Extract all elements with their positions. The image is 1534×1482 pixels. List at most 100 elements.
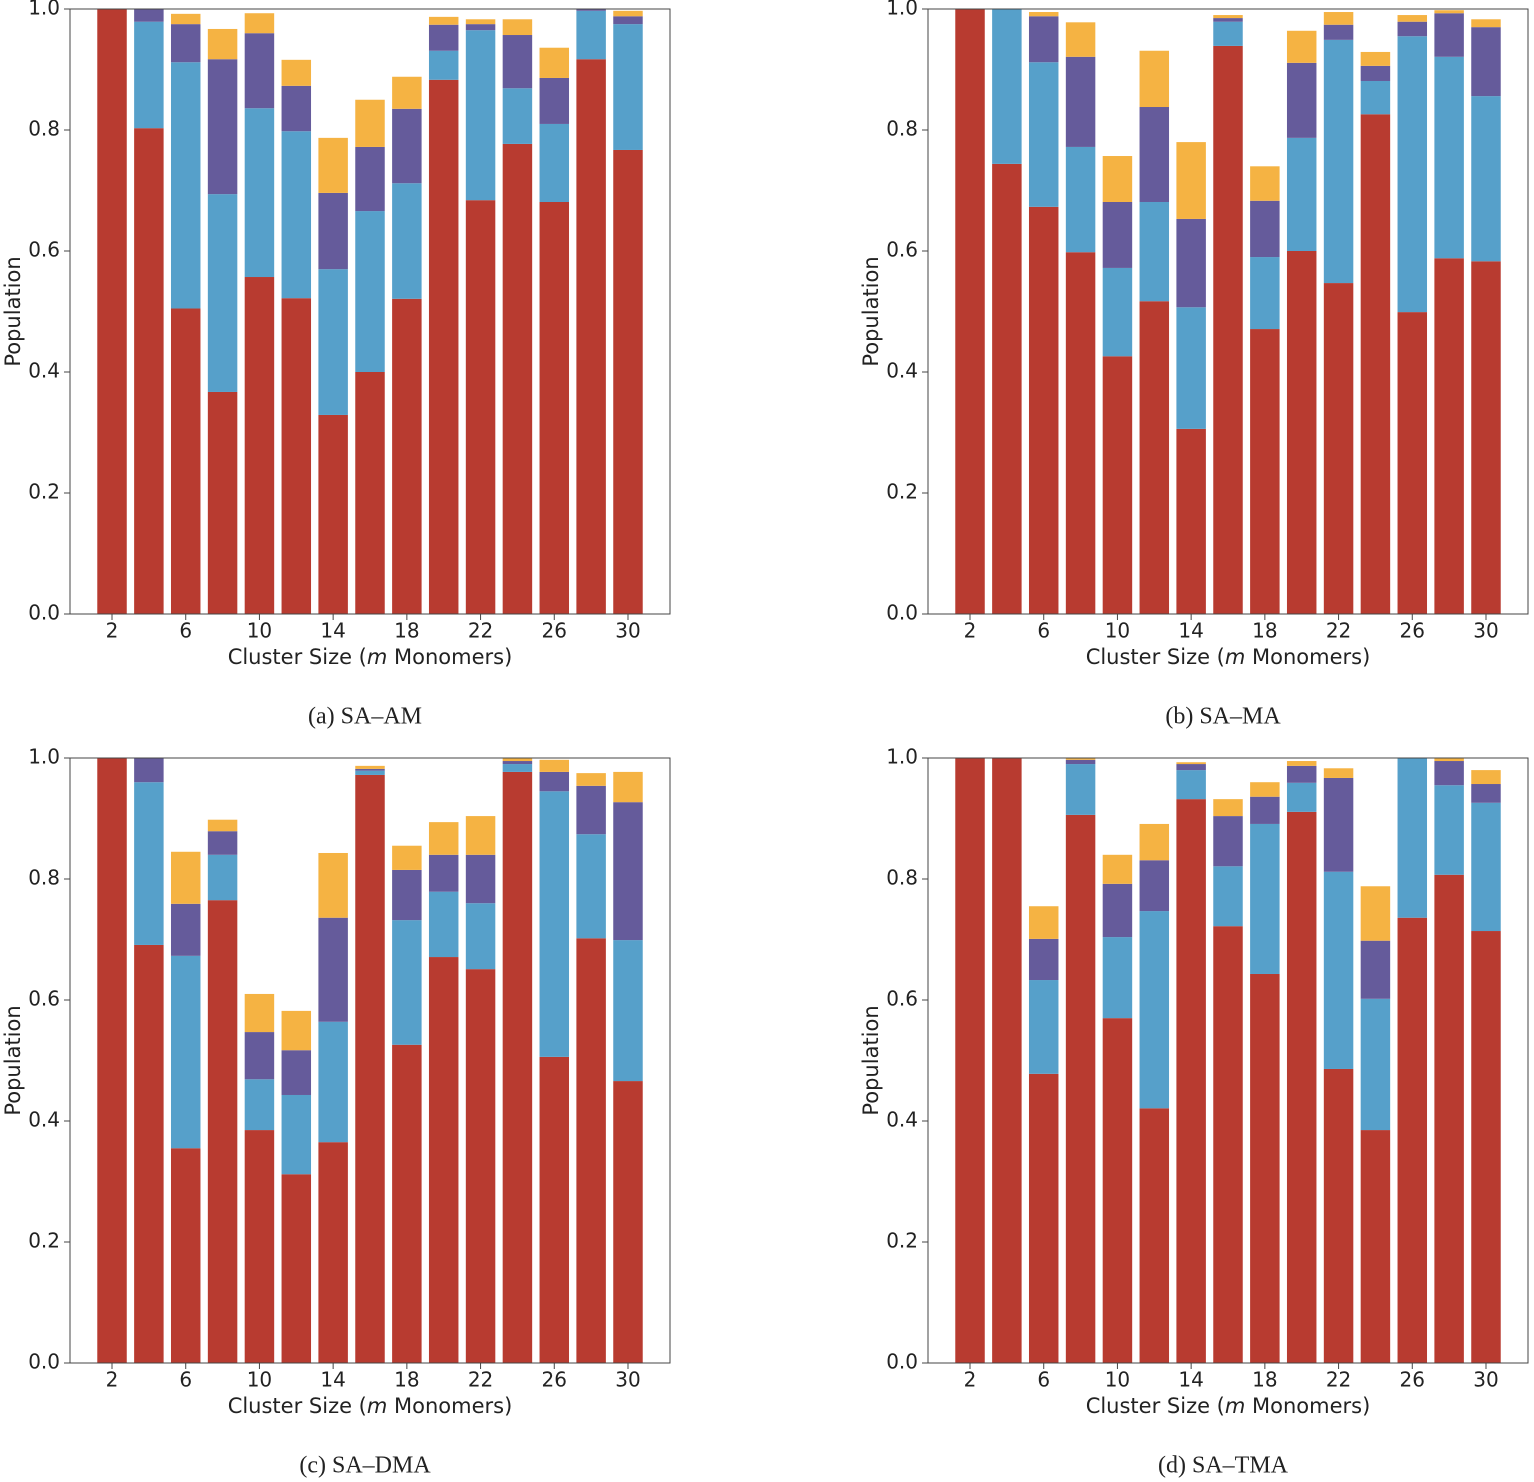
bar-segment <box>1102 201 1133 268</box>
bar-segment <box>1028 938 1059 981</box>
x-axis-label: Cluster Size (m Monomers) <box>228 1394 513 1418</box>
x-axis-label-part: Monomers) <box>1245 1394 1370 1418</box>
y-tick-label: 0.6 <box>28 987 60 1011</box>
bar-segment <box>1250 973 1280 1363</box>
bar-segment <box>1139 107 1170 202</box>
bar-segment <box>1102 937 1133 1019</box>
caption: (d) SA–TMA <box>1158 1453 1289 1479</box>
bar-segment <box>281 131 312 299</box>
bar-segment <box>1065 759 1096 765</box>
y-tick-label: 0.8 <box>886 117 918 141</box>
bar-segment <box>539 759 570 772</box>
y-axis-label: Population <box>859 1005 883 1115</box>
bar-segment <box>318 414 348 614</box>
bar-segment <box>355 768 385 771</box>
bar-segment <box>1213 816 1243 867</box>
y-tick-label: 0.4 <box>28 359 60 383</box>
bar-segment <box>1213 866 1243 927</box>
bar-segment <box>613 802 643 941</box>
bar-segment <box>1250 782 1280 797</box>
bar-segment <box>465 19 496 25</box>
bar-segment <box>244 1130 275 1363</box>
caption: (a) SA–AM <box>308 704 422 730</box>
y-tick-label: 0.4 <box>28 1108 60 1132</box>
bar-segment <box>1471 261 1501 614</box>
bar-segment <box>355 372 385 614</box>
x-tick-label: 6 <box>179 619 192 643</box>
bar-segment <box>613 10 643 17</box>
y-tick-label: 0.2 <box>28 480 60 504</box>
bar-segment <box>1213 799 1243 817</box>
bar-segment <box>318 192 348 270</box>
bar-segment <box>1139 911 1170 1109</box>
bar-segment <box>1434 761 1464 786</box>
bar-segment <box>1434 56 1464 259</box>
bar-segment <box>1397 21 1428 37</box>
bar-segment <box>465 854 496 904</box>
chart-panel: 0.00.20.40.60.81.02 6 10 14 18 22 26 30Populati… <box>859 745 1529 1479</box>
chart-panel: 0.00.20.40.60.81.02 6 10 14 18 22 26 30Populati… <box>1 0 671 730</box>
bar-segment <box>465 30 496 201</box>
x-tick-label: 30 <box>615 1368 640 1392</box>
bar-segment <box>1286 251 1317 614</box>
bar-segment <box>1360 65 1391 81</box>
bar-segment <box>428 854 459 892</box>
bar-segment <box>355 765 385 769</box>
bar-segment <box>1065 146 1096 253</box>
chart-panel: 0.00.20.40.60.81.02 6 10 14 18 22 26 30Populati… <box>1 745 671 1479</box>
bar-segment <box>318 1142 348 1363</box>
bar-segment <box>355 99 385 147</box>
x-tick-label: 26 <box>1400 619 1425 643</box>
bar-segment <box>1065 758 1096 760</box>
bar-segment <box>392 1044 422 1363</box>
bar-segment <box>539 123 570 202</box>
bar-segment <box>1471 770 1501 785</box>
x-tick-label: 14 <box>1178 1368 1203 1392</box>
y-tick-label: 0.0 <box>28 601 60 625</box>
bar-segment <box>281 1050 312 1095</box>
x-axis-label-part: Cluster Size ( <box>228 1394 367 1418</box>
bar-segment <box>1397 758 1428 918</box>
x-axis-label-part: Cluster Size ( <box>1086 1394 1225 1418</box>
x-tick-label: 2 <box>106 619 119 643</box>
bar-segment <box>428 50 459 80</box>
axes-frame <box>69 8 671 615</box>
bar-segment <box>502 761 533 765</box>
bar-segment <box>207 819 238 832</box>
bar-segment <box>1065 814 1096 1363</box>
bar-segment <box>1323 24 1354 40</box>
x-tick-label: 18 <box>394 619 419 643</box>
bar-segment <box>1176 762 1206 765</box>
x-axis-label: Cluster Size (m Monomers) <box>1086 645 1371 669</box>
bar-segment <box>1065 56 1096 147</box>
bar-segment <box>1065 764 1096 815</box>
bar-segment <box>1102 854 1133 884</box>
bar-segment <box>1176 799 1206 1363</box>
bar-segment <box>428 16 459 25</box>
x-tick-label: 2 <box>106 1368 119 1392</box>
bar-segment <box>1250 200 1280 258</box>
x-tick-label: 22 <box>1326 619 1351 643</box>
y-tick-label: 0.2 <box>886 1229 918 1253</box>
bar-segment <box>465 24 496 31</box>
bar-segment <box>1434 258 1464 614</box>
bar-segment <box>170 903 201 956</box>
y-tick-label: 0.2 <box>886 480 918 504</box>
bar-segment <box>1102 356 1133 614</box>
bar-segment <box>134 758 164 783</box>
bar-segment <box>1360 998 1391 1131</box>
bar-segment <box>1028 62 1059 207</box>
x-axis-label-part: Cluster Size ( <box>228 645 367 669</box>
y-tick-label: 0.6 <box>28 238 60 262</box>
bar-segment <box>1360 940 1391 999</box>
y-axis-label: Population <box>859 256 883 366</box>
bar-segment <box>1323 768 1354 778</box>
bar-segment <box>244 1079 275 1131</box>
bar-segment <box>992 758 1022 1363</box>
bar-segment <box>1397 36 1428 313</box>
bar-segment <box>1360 1130 1391 1363</box>
bar-segment <box>1286 811 1317 1363</box>
bar-segment <box>1286 761 1317 766</box>
bar-segment <box>428 891 459 958</box>
bar-segment <box>1397 917 1428 1363</box>
